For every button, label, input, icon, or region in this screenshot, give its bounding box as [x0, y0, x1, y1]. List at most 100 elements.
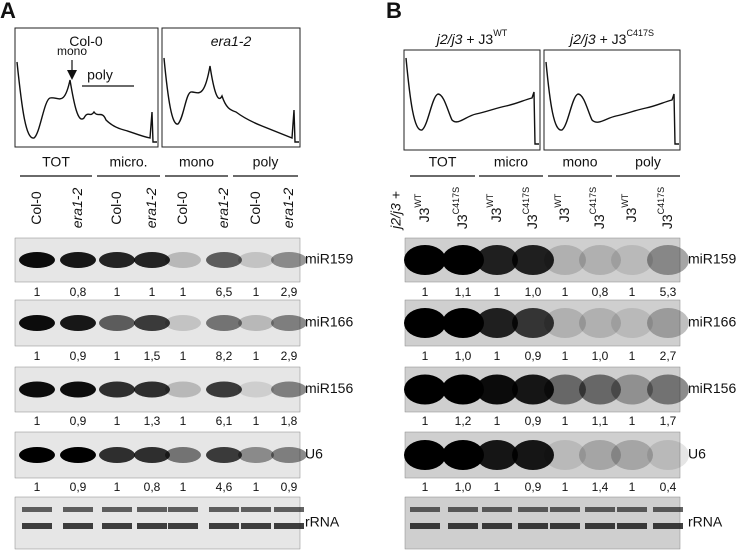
quantification: 1	[494, 285, 501, 299]
lane-label-text: Col-0	[247, 191, 263, 225]
band	[60, 381, 96, 398]
lane-label-text: J3	[488, 207, 504, 222]
quantification: 1	[253, 349, 260, 363]
band	[579, 440, 621, 470]
quantification: 1,8	[281, 414, 298, 428]
band	[19, 381, 55, 398]
profile-annotation: mono	[57, 44, 87, 58]
quantification: 0,9	[70, 480, 87, 494]
band	[238, 252, 274, 268]
profile-title: j2/j3 + J3WT	[435, 28, 508, 46]
band	[410, 523, 440, 529]
band	[518, 507, 548, 512]
band	[99, 447, 135, 463]
band	[63, 523, 93, 529]
lane-label: J3WT	[413, 193, 431, 222]
band	[165, 381, 201, 398]
quantification: 5,3	[660, 285, 677, 299]
lane-label-sup: WT	[553, 193, 563, 207]
quantification: 1	[180, 285, 187, 299]
band	[512, 245, 554, 275]
profile-curve	[405, 57, 539, 145]
profile-title-italic: j2/j3	[435, 31, 463, 47]
quantification: 8,2	[216, 349, 233, 363]
quantification: 1	[562, 414, 569, 428]
group-header: micro.	[109, 154, 147, 170]
band	[241, 507, 271, 512]
band	[544, 374, 586, 405]
band	[168, 523, 198, 529]
profile-title-italic: j2/j3	[568, 31, 596, 47]
band	[102, 507, 132, 512]
band	[647, 374, 689, 405]
quantification: 1	[180, 480, 187, 494]
band	[611, 374, 653, 405]
band	[60, 447, 96, 463]
lane-label-text: Col-0	[28, 191, 44, 225]
band	[579, 374, 621, 405]
band	[238, 381, 274, 398]
band	[482, 507, 512, 512]
quantification: 0,8	[70, 285, 87, 299]
lane-label-italic: era1-2	[69, 188, 85, 229]
group-header: TOT	[429, 154, 457, 170]
quantification: 1,0	[455, 349, 472, 363]
lane-label-text: J3	[623, 207, 639, 222]
lane-label-text: J3	[591, 214, 607, 229]
quantification: 1	[149, 285, 156, 299]
lane-label-text: J3	[416, 207, 432, 222]
blot-label: miR156	[305, 380, 353, 396]
lane-label: era1-2	[69, 188, 85, 229]
band	[274, 507, 304, 512]
quantification: 1	[422, 349, 429, 363]
lane-label: era1-2	[280, 188, 296, 229]
quantification: 1,5	[144, 349, 161, 363]
quantification: 1,0	[592, 349, 609, 363]
band	[448, 507, 478, 512]
band	[271, 315, 307, 331]
band	[442, 374, 484, 405]
band	[404, 245, 446, 275]
band	[518, 523, 548, 529]
quantification: 1	[422, 285, 429, 299]
band	[274, 523, 304, 529]
band	[22, 523, 52, 529]
quantification: 1	[494, 349, 501, 363]
band	[209, 523, 239, 529]
quantification: 1	[422, 480, 429, 494]
quantification: 1,1	[592, 414, 609, 428]
band	[19, 447, 55, 463]
quantification: 1	[34, 414, 41, 428]
band	[134, 252, 170, 268]
lane-label-text: J3	[556, 207, 572, 222]
band	[544, 440, 586, 470]
quantification: 2,9	[281, 285, 298, 299]
quantification: 0,9	[70, 414, 87, 428]
band	[206, 381, 242, 398]
band	[647, 245, 689, 275]
lane-label: J3C417S	[588, 187, 606, 229]
panel-label: B	[386, 0, 402, 23]
band	[442, 440, 484, 470]
quantification: 0,8	[144, 480, 161, 494]
profile-title: Col-0	[69, 33, 103, 49]
profile-title-text: + J3	[462, 31, 493, 47]
profile-title-sup: C417S	[626, 28, 654, 38]
quantification: 1	[253, 285, 260, 299]
band	[653, 523, 683, 529]
profile-curve	[16, 61, 157, 143]
blot-label: rRNA	[688, 514, 723, 530]
lane-label-italic: era1-2	[215, 188, 231, 229]
blot-label: miR159	[305, 251, 353, 267]
profile-box	[161, 27, 301, 148]
quantification: 1	[562, 480, 569, 494]
lane-label: J3WT	[620, 193, 638, 222]
quantification: 0,9	[525, 480, 542, 494]
profile-curve	[163, 57, 299, 143]
lane-label-text: Col-0	[108, 191, 124, 225]
quantification: 1	[629, 480, 636, 494]
band	[238, 447, 274, 463]
lane-label-italic: era1-2	[280, 188, 296, 229]
quantification: 0,8	[592, 285, 609, 299]
band	[611, 440, 653, 470]
